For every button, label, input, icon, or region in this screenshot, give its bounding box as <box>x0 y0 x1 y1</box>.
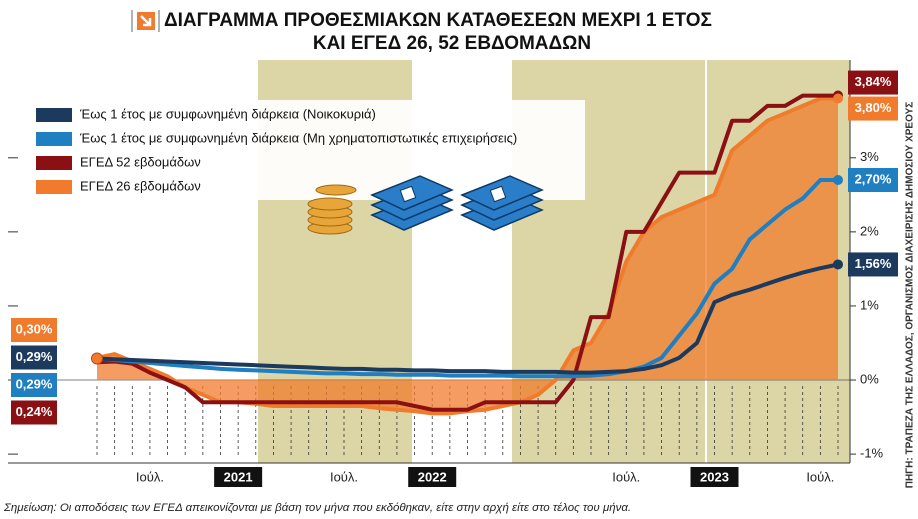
start-label: 0,29% <box>16 376 53 391</box>
title-icon <box>131 10 160 32</box>
end-marker <box>833 259 843 270</box>
start-label-box <box>11 400 57 425</box>
start-marker <box>91 352 103 365</box>
legend-swatch <box>36 132 72 146</box>
end-label-box <box>848 252 898 277</box>
end-label-box <box>848 96 898 121</box>
legend-label: Έως 1 έτος με συμφωνημένη διάρκεια (Μη χ… <box>79 130 517 145</box>
x-tick-label: 2023 <box>700 469 729 484</box>
money-icon <box>307 175 544 235</box>
start-label: 0,30% <box>16 321 53 336</box>
y-tick-label: -1% <box>860 446 884 461</box>
chart-title: ΔΙΑΓΡΑΜΜΑ ΠΡΟΘΕΣΜΙΑΚΩΝ ΚΑΤΑΘΕΣΕΩΝ ΜΕΧΡΙ … <box>164 10 712 31</box>
x-tick-label: 2021 <box>224 469 253 484</box>
legend-label: ΕΓΕΔ 26 εβδομάδων <box>80 178 201 193</box>
end-label: 2,70% <box>855 171 892 186</box>
x-tick-label: Ιούλ. <box>330 469 358 484</box>
x-tick-label: 2022 <box>418 469 447 484</box>
end-label: 3,84% <box>855 74 892 89</box>
chart-subtitle: ΚΑΙ ΕΓΕΔ 26, 52 ΕΒΔΟΜΑΔΩΝ <box>313 33 591 54</box>
y-tick-label: 2% <box>860 223 879 238</box>
start-label-box <box>11 373 57 397</box>
end-label-box <box>848 168 898 193</box>
plot <box>91 90 843 416</box>
line <box>96 262 839 375</box>
legend-swatch <box>36 180 72 194</box>
line <box>96 93 838 412</box>
start-label: 0,24% <box>16 404 53 419</box>
source: ΠΗΓΗ: ΤΡΑΠΕΖΑ ΤΗΣ ΕΛΛΑΔΟΣ, ΟΡΓΑΝΙΣΜΟΣ ΔΙ… <box>905 102 916 489</box>
start-label-box <box>11 318 57 342</box>
end-marker <box>833 93 843 104</box>
start-label: 0,29% <box>16 349 53 364</box>
y-tick-label: 0% <box>860 371 879 386</box>
line <box>96 178 838 379</box>
legend-label: ΕΓΕΔ 52 εβδομάδων <box>80 154 201 169</box>
year-label-box <box>690 467 739 487</box>
y-tick-label: 3% <box>860 149 879 164</box>
end-label-box <box>848 70 898 95</box>
legend-label: Έως 1 έτος με συμφωνημένη διάρκεια (Νοικ… <box>79 106 376 121</box>
x-tick-label: Ιούλ. <box>136 469 164 484</box>
x-tick-label: Ιούλ. <box>806 469 834 484</box>
year-label-box <box>214 467 263 487</box>
y-tick-label: 1% <box>860 297 879 312</box>
area <box>97 98 838 414</box>
end-marker <box>833 175 843 186</box>
end-label: 1,56% <box>855 256 892 271</box>
x-tick-label: Ιούλ. <box>612 469 640 484</box>
footnote: Σημείωση: Οι αποδόσεις των ΕΓΕΔ απεικονί… <box>3 502 631 514</box>
start-label-box <box>11 345 57 370</box>
legend-swatch <box>36 108 72 122</box>
end-label: 3,80% <box>855 100 892 115</box>
year-label-box <box>408 467 457 487</box>
legend-swatch <box>36 156 72 170</box>
